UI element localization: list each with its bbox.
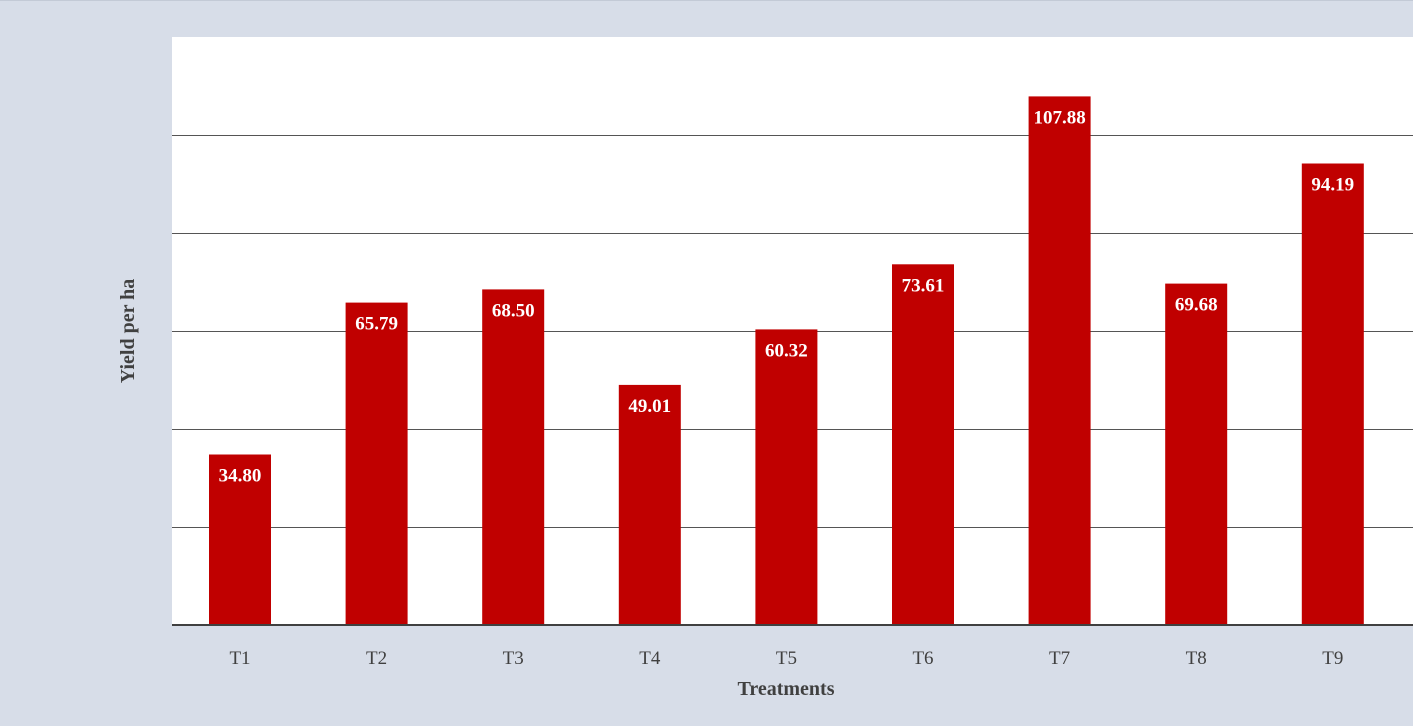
x-tick-t4: T4 xyxy=(639,648,661,669)
bar-t8 xyxy=(1165,283,1228,625)
bar-t6 xyxy=(892,264,954,625)
x-axis-title: Treatments xyxy=(737,678,834,700)
data-labels: 34.80 65.79 68.50 49.01 60.32 73.61 107.88 69.6… xyxy=(219,107,1355,486)
data-label-t2: 65.79 xyxy=(355,314,398,335)
bar-t9 xyxy=(1301,163,1364,625)
x-tick-t1: T1 xyxy=(229,648,250,669)
bar-t1 xyxy=(209,454,271,625)
x-tick-t5: T5 xyxy=(776,648,797,669)
bar-t2 xyxy=(345,302,408,625)
x-tick-t6: T6 xyxy=(912,648,933,669)
x-tick-t9: T9 xyxy=(1322,648,1343,669)
x-tick-t8: T8 xyxy=(1186,648,1207,669)
data-label-t9: 94.19 xyxy=(1311,175,1354,196)
bar-t4 xyxy=(618,384,681,625)
data-label-t5: 60.32 xyxy=(765,340,808,361)
x-tick-t2: T2 xyxy=(366,648,387,669)
bars xyxy=(209,96,1364,625)
bar-t5 xyxy=(755,329,818,625)
data-label-t3: 68.50 xyxy=(492,300,535,321)
data-label-t1: 34.80 xyxy=(219,466,262,487)
data-label-t7: 107.88 xyxy=(1033,107,1085,128)
x-tick-labels: T1 T2 T3 T4 T5 T6 T7 T8 T9 xyxy=(229,648,1343,669)
data-label-t8: 69.68 xyxy=(1175,295,1218,316)
bar-t3 xyxy=(482,289,545,625)
x-tick-t3: T3 xyxy=(503,648,524,669)
bar-t7 xyxy=(1028,96,1091,625)
x-tick-t7: T7 xyxy=(1049,648,1070,669)
data-label-t6: 73.61 xyxy=(902,275,945,296)
y-axis-title: Yield per ha xyxy=(117,279,139,383)
data-label-t4: 49.01 xyxy=(628,396,671,417)
